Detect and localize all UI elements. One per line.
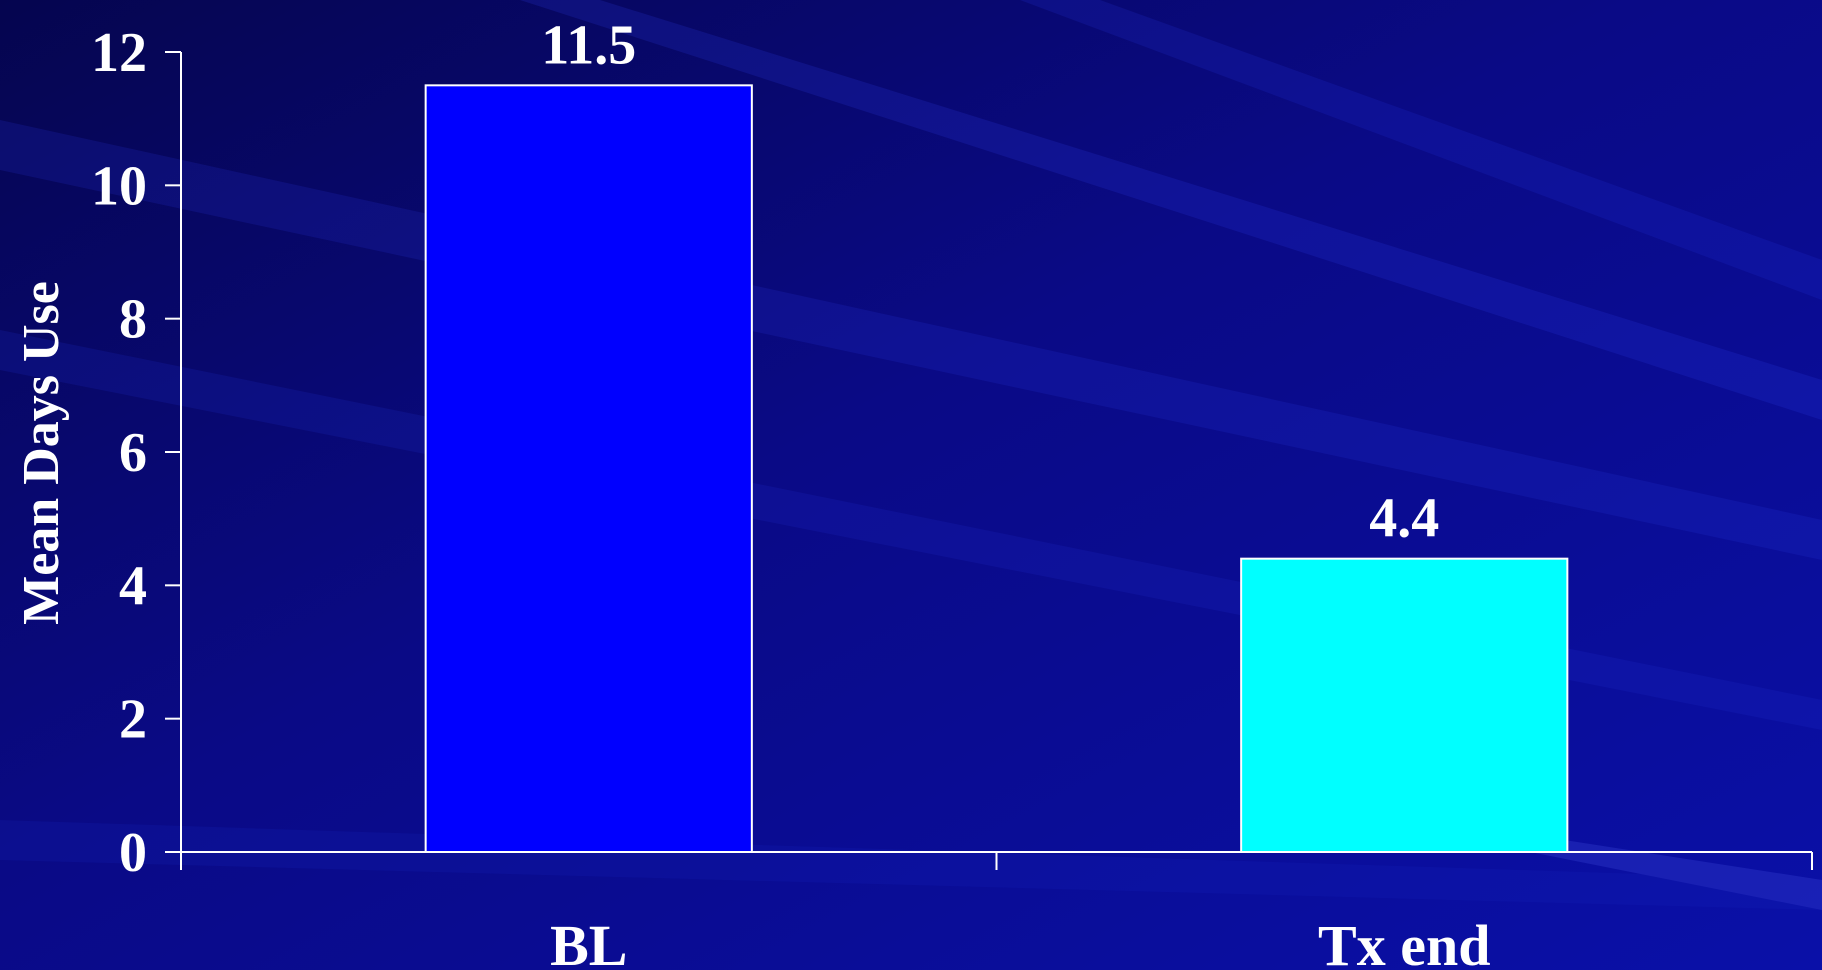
- y-tick-label: 12: [91, 22, 147, 84]
- axes-layer: 0 2 4 6 8 10 12: [91, 22, 1813, 884]
- y-axis-title: Mean Days Use: [13, 281, 70, 625]
- bars-layer: [424, 84, 1569, 854]
- x-tick-label: BL: [550, 913, 627, 970]
- data-label: 11.5: [541, 14, 636, 76]
- y-tick-label: 8: [119, 289, 147, 351]
- y-tick-label: 6: [119, 422, 147, 484]
- y-tick-label: 10: [91, 155, 147, 217]
- bar-tx-end: [1240, 557, 1569, 854]
- x-tick-label: Tx end: [1318, 913, 1490, 970]
- bar-bl: [424, 84, 753, 854]
- data-label: 4.4: [1369, 488, 1439, 550]
- y-tick-label: 0: [119, 822, 147, 884]
- y-tick-label: 4: [119, 555, 147, 617]
- y-tick-label: 2: [119, 689, 147, 751]
- labels-layer: 11.5 BL 4.4 Tx end: [541, 14, 1490, 970]
